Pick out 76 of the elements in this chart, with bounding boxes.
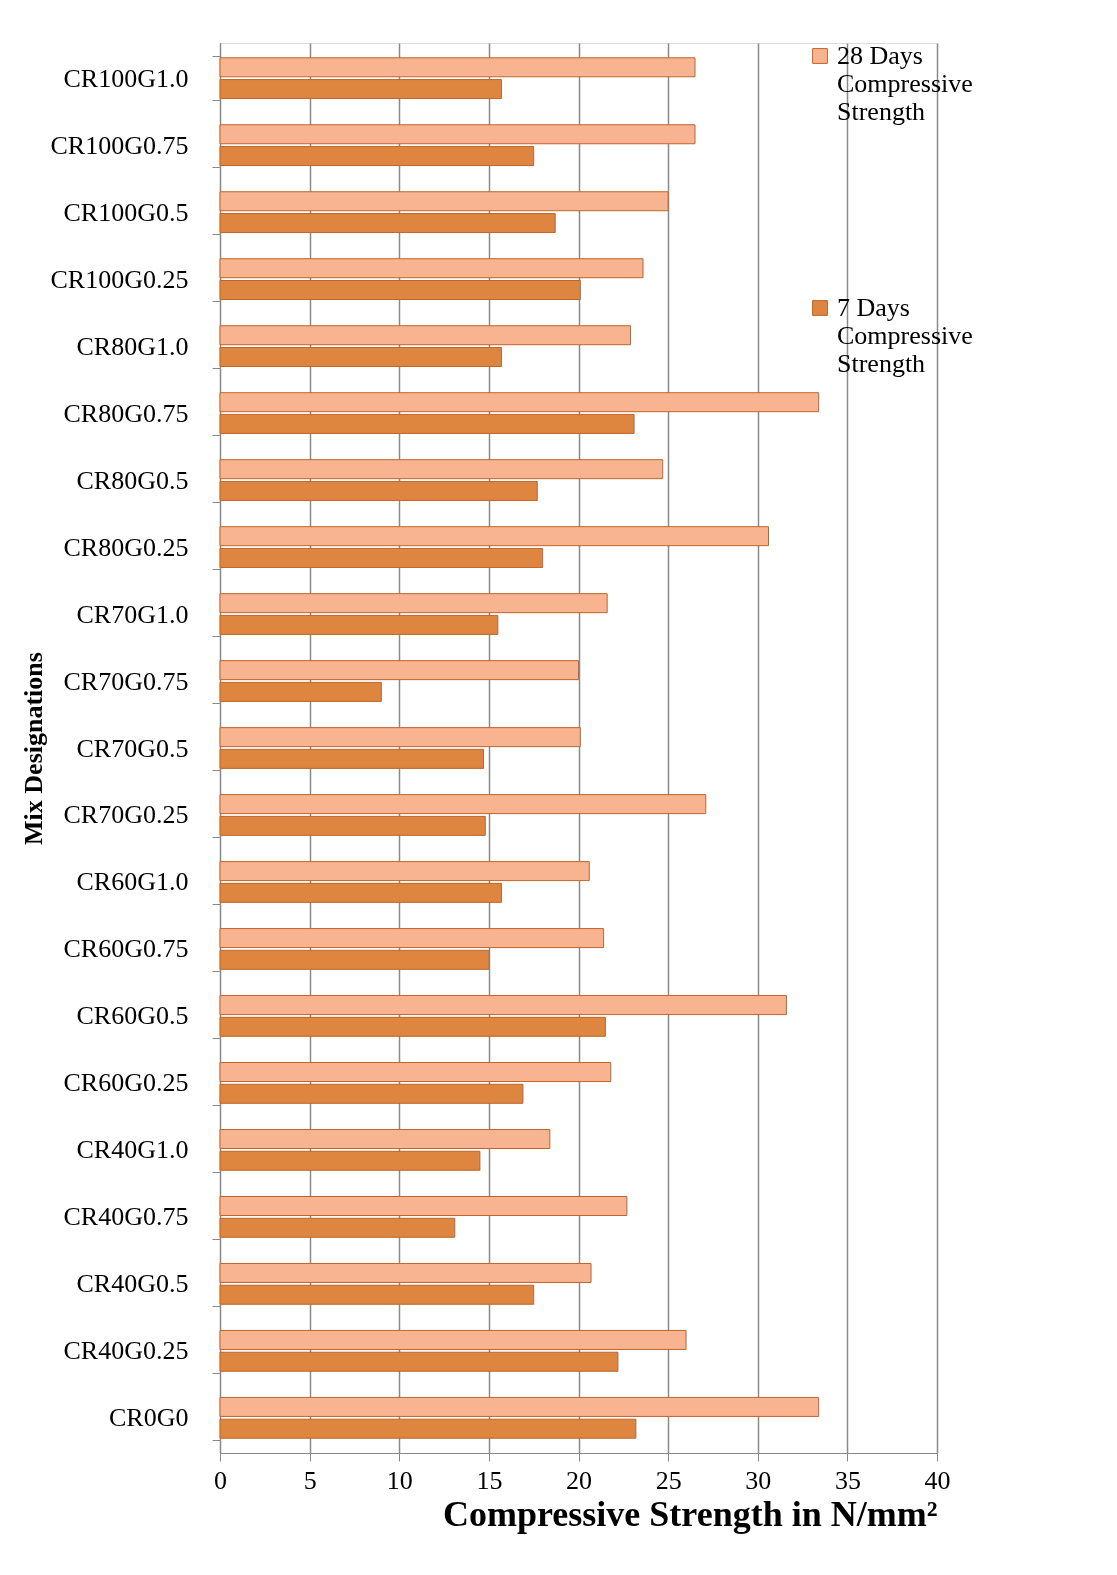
- bar: [219, 1150, 481, 1171]
- bar: [219, 681, 382, 702]
- bar: [219, 928, 605, 949]
- x-tick-label: 5: [303, 1465, 317, 1495]
- bar: [219, 794, 707, 815]
- bar: [219, 748, 484, 769]
- y-tick-label: CR70G0.25: [63, 800, 189, 830]
- y-tick-label: CR40G0.75: [63, 1202, 189, 1232]
- bar: [219, 882, 502, 903]
- y-tick-label: CR0G0: [109, 1403, 189, 1433]
- bar: [219, 1062, 612, 1083]
- legend-label: 28 Days Compressive Strength: [837, 41, 973, 126]
- bar: [219, 325, 631, 346]
- bar: [219, 392, 820, 413]
- y-tick-label: CR80G0.5: [76, 465, 189, 495]
- bar: [219, 593, 608, 614]
- x-tick-label: 0: [214, 1465, 227, 1495]
- y-tick-label: CR60G0.5: [76, 1001, 189, 1031]
- bar: [219, 280, 581, 300]
- bar: [219, 346, 502, 367]
- y-tick-label: CR60G1.0: [76, 867, 189, 897]
- y-tick-label: CR100G0.25: [50, 264, 189, 294]
- legend-label: 7 Days Compressive Strength: [837, 293, 973, 378]
- y-tick-label: CR100G0.75: [50, 130, 189, 160]
- x-tick-label: 40: [924, 1465, 951, 1495]
- bar: [219, 480, 538, 501]
- y-tick-label: CR80G0.25: [63, 532, 189, 562]
- bar: [219, 614, 499, 635]
- x-tick-label: 10: [386, 1465, 413, 1495]
- x-axis-title: Compressive Strength in N/mm²: [443, 1493, 938, 1534]
- y-tick-label: CR60G0.25: [63, 1068, 189, 1098]
- x-tick-label: 15: [476, 1465, 503, 1495]
- bar: [219, 191, 669, 212]
- bar: [219, 1418, 637, 1439]
- y-tick-label: CR100G1.0: [63, 63, 189, 93]
- x-tick-label: 30: [745, 1465, 772, 1495]
- bar: [219, 1351, 619, 1372]
- x-tick-label: 35: [834, 1465, 861, 1495]
- y-tick-label: CR40G0.5: [76, 1269, 189, 1299]
- bar: [219, 1396, 820, 1417]
- bar: [219, 1262, 592, 1283]
- y-tick-label: CR70G1.0: [76, 599, 189, 629]
- bar: [219, 660, 579, 681]
- bar: [219, 124, 696, 145]
- bar: [219, 1016, 606, 1037]
- bar: [219, 1217, 456, 1238]
- bar: [219, 1129, 551, 1150]
- bar: [219, 547, 544, 568]
- bar: [219, 258, 644, 279]
- y-tick-label: CR40G0.25: [63, 1336, 189, 1366]
- y-axis-title: Mix Designations: [18, 652, 48, 845]
- bar: [219, 1284, 535, 1305]
- bar: [219, 949, 490, 970]
- bar: [219, 526, 770, 547]
- bar: [219, 995, 787, 1016]
- y-tick-label: CR40G1.0: [76, 1135, 189, 1165]
- x-tick-label: 20: [566, 1465, 592, 1495]
- bar: [219, 727, 581, 748]
- bar: [219, 1329, 687, 1350]
- y-tick-label: CR70G0.5: [76, 733, 189, 763]
- bar: [219, 79, 502, 100]
- bar: [219, 57, 696, 78]
- bar: [219, 1083, 524, 1104]
- bar: [219, 459, 664, 480]
- bar: [219, 213, 556, 234]
- y-tick-label: CR70G0.75: [63, 666, 189, 696]
- bar: [219, 146, 535, 167]
- y-tick-label: CR80G1.0: [76, 331, 189, 361]
- y-tick-label: CR80G0.75: [63, 398, 189, 428]
- bar: [219, 1196, 628, 1216]
- bar: [219, 815, 486, 836]
- y-tick-label: CR60G0.75: [63, 934, 189, 964]
- bar: [219, 413, 635, 434]
- bar: [219, 861, 590, 882]
- x-tick-label: 25: [655, 1465, 682, 1495]
- y-tick-label: CR100G0.5: [63, 197, 189, 227]
